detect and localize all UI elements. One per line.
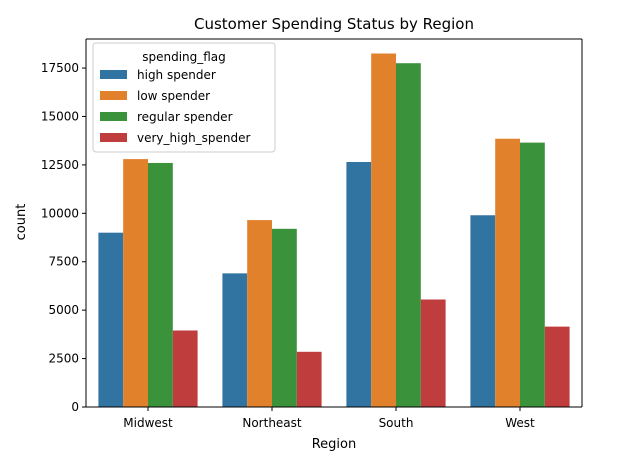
y-tick-label: 12500 — [41, 158, 79, 172]
bar — [544, 326, 570, 407]
bar — [396, 63, 421, 408]
bar — [272, 228, 297, 407]
x-tick-label: West — [505, 416, 535, 430]
y-tick-label: 5000 — [48, 303, 79, 317]
bar — [222, 273, 248, 407]
bar — [296, 351, 322, 407]
y-tick-label: 15000 — [41, 109, 79, 123]
legend-swatch — [100, 91, 127, 100]
y-tick-label: 17500 — [41, 61, 79, 75]
legend-title: spending_flag — [142, 50, 226, 64]
bar — [371, 53, 396, 408]
y-tick-label: 0 — [71, 400, 79, 414]
legend-swatch — [100, 133, 127, 142]
y-tick-label: 10000 — [41, 206, 79, 220]
x-tick-label: South — [379, 416, 414, 430]
legend-swatch — [100, 70, 127, 79]
y-tick-label: 2500 — [48, 352, 79, 366]
bar — [172, 330, 198, 407]
bar — [470, 215, 496, 407]
legend-entry-label: low spender — [137, 89, 210, 103]
x-tick-label: Midwest — [123, 416, 173, 430]
bar — [495, 138, 520, 407]
bar — [346, 161, 372, 407]
legend-swatch — [100, 112, 127, 121]
x-axis-label: Region — [312, 437, 357, 452]
legend-entry-label: high spender — [137, 68, 216, 82]
bar — [420, 299, 446, 407]
chart-title: Customer Spending Status by Region — [194, 15, 474, 33]
bar — [148, 162, 173, 407]
bar — [98, 232, 124, 407]
bar — [520, 142, 545, 408]
y-tick-label: 7500 — [48, 255, 79, 269]
y-axis-label: count — [14, 204, 29, 241]
legend-entry-label: regular spender — [137, 110, 233, 124]
plot-area: 0 2500 5000 7500 10000 12500 15000 17500 Midwest… — [41, 38, 583, 430]
legend-entry-label: very_high_spender — [137, 131, 251, 145]
x-tick-label: Northeast — [242, 416, 302, 430]
legend-box — [92, 42, 276, 153]
bar — [123, 159, 148, 407]
bar — [247, 220, 272, 407]
